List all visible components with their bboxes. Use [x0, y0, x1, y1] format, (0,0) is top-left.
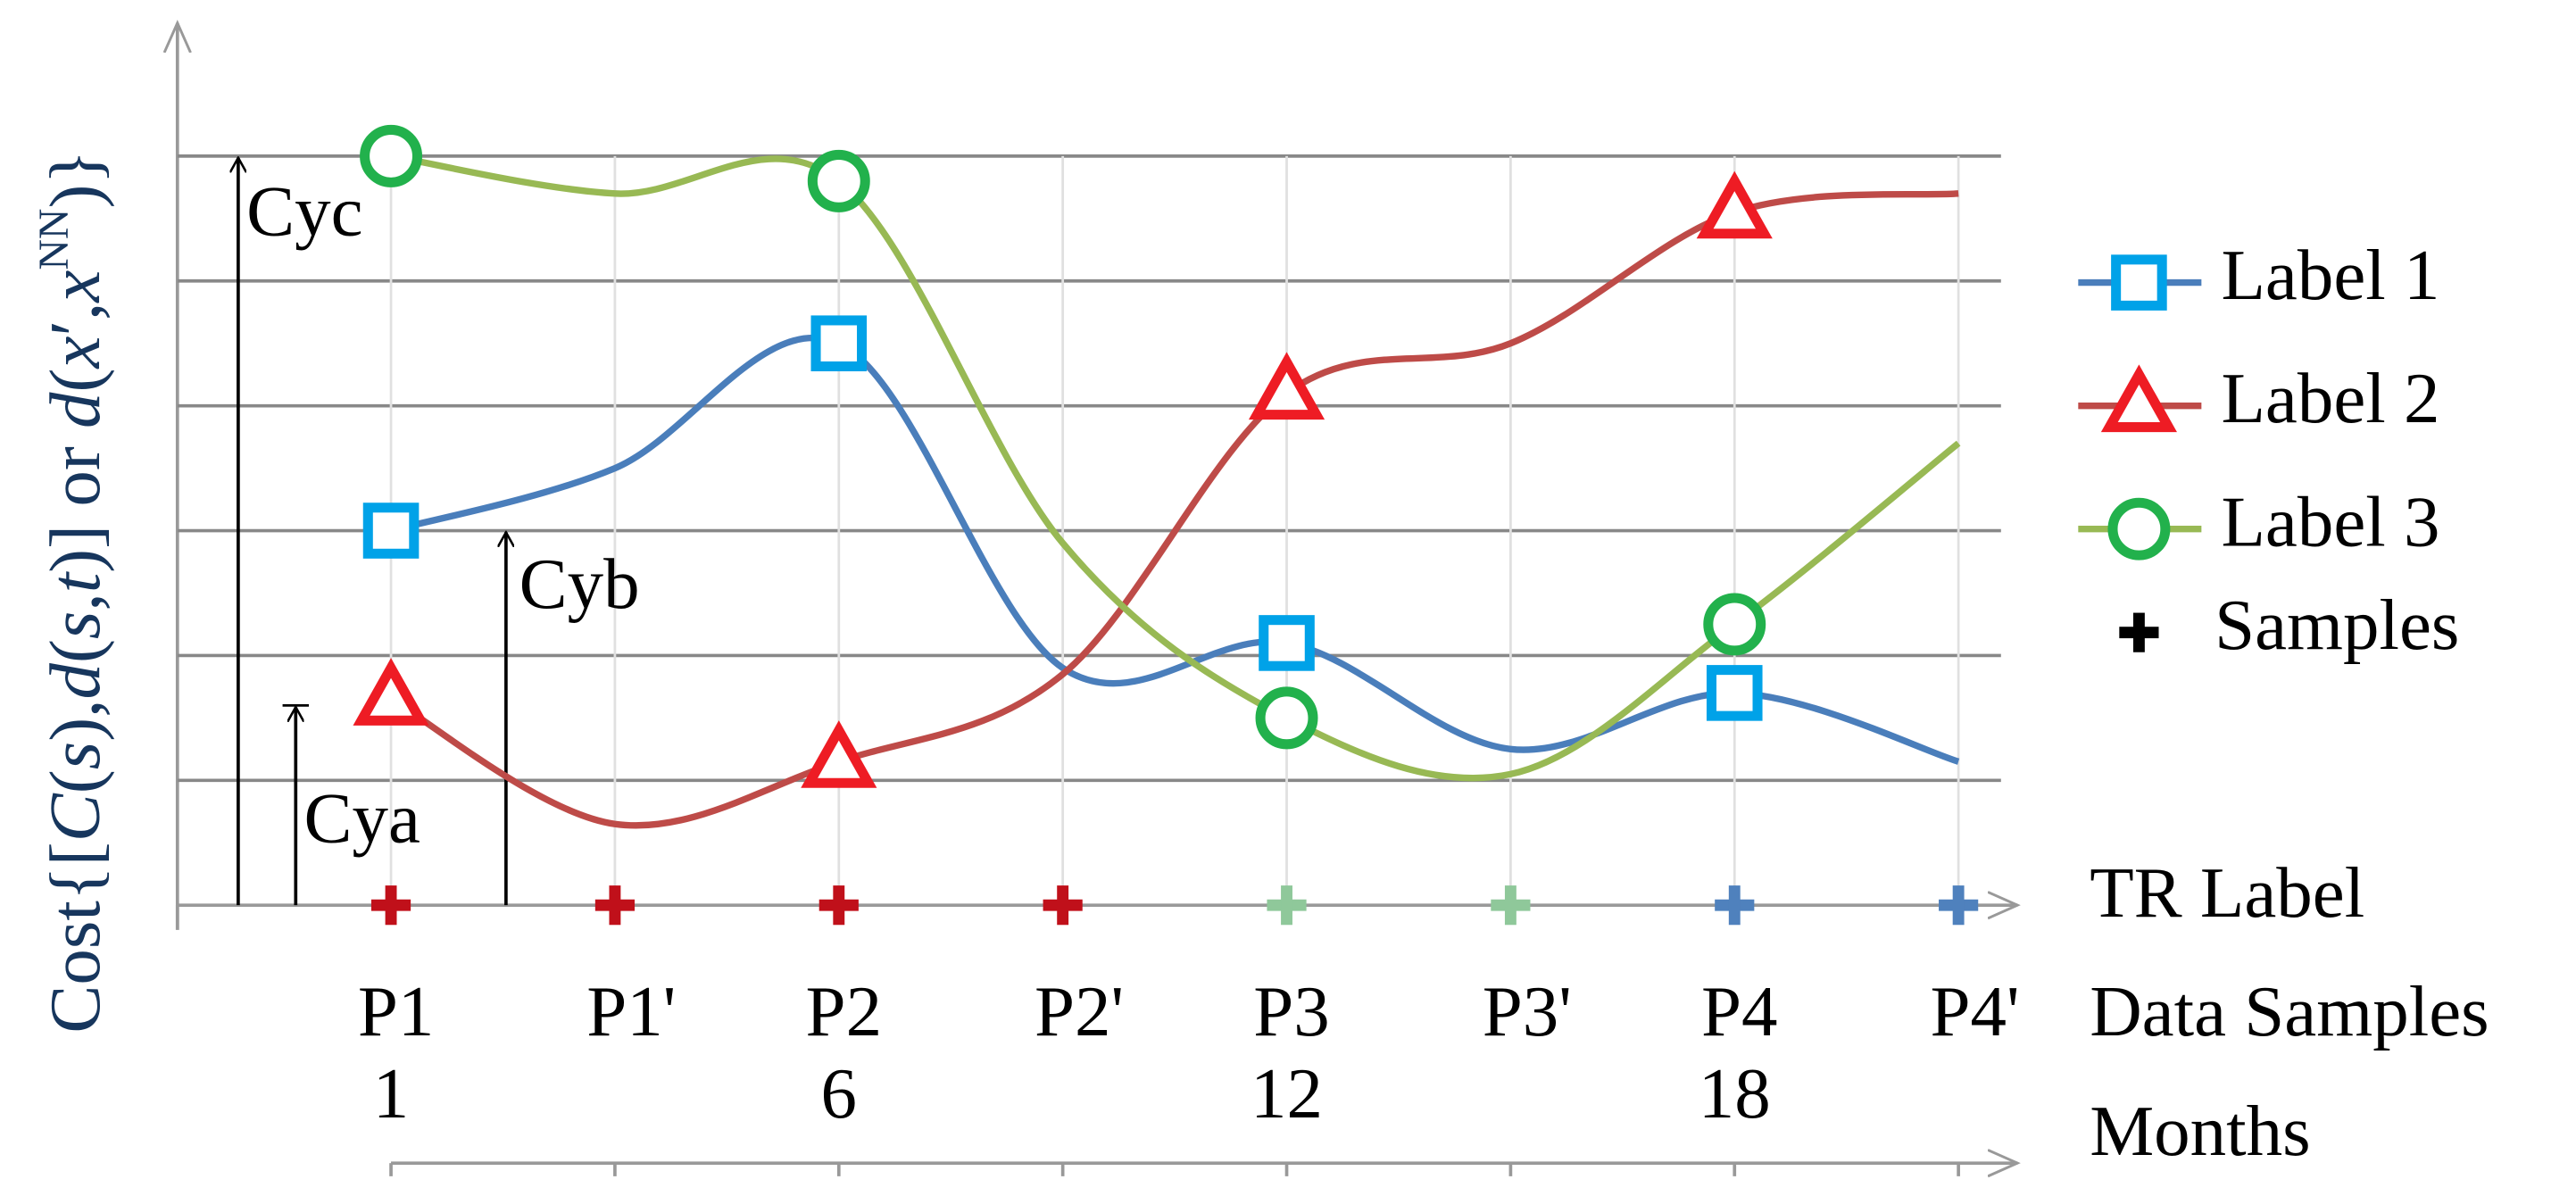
sample-marker	[1952, 885, 1965, 926]
x-tick-label: P3'	[1483, 971, 1572, 1051]
y-label-part: ),	[35, 700, 115, 742]
y-label-part: ,	[35, 593, 115, 610]
x-tick-label: P4'	[1930, 971, 2019, 1051]
x-tick-label: P1'	[586, 971, 676, 1051]
sample-marker	[1504, 885, 1517, 926]
y-label-part: NN	[31, 209, 79, 270]
y-label-part: x	[35, 336, 115, 370]
y-axis-label: Cost{[C(s),d(s,t)] or d(x′,xNN)}	[31, 150, 115, 1034]
y-label-part: d	[35, 663, 115, 700]
y-label-part: ′,	[35, 303, 115, 336]
series-line	[389, 190, 1959, 829]
x-tick-label: P2'	[1035, 971, 1124, 1051]
y-label-part: (	[35, 639, 115, 663]
marker	[1248, 352, 1325, 420]
y-label-part: (	[35, 369, 115, 393]
y-label-part: s	[35, 742, 115, 770]
row-label: Data Samples	[2090, 971, 2489, 1051]
sample-marker	[1728, 885, 1741, 926]
y-label-part: Cost{[	[35, 842, 115, 1033]
month-label: 1	[373, 1053, 409, 1134]
y-label-part: C	[35, 793, 115, 842]
month-label: 18	[1699, 1053, 1771, 1134]
legend-sample-marker	[2132, 612, 2145, 652]
marker	[810, 315, 868, 372]
marker	[1703, 593, 1766, 656]
annotation-label: Cyc	[246, 170, 362, 251]
marker	[1696, 170, 1773, 239]
sample-marker	[385, 885, 397, 926]
marker	[360, 124, 423, 187]
row-label: TR Label	[2090, 852, 2364, 933]
legend-label: Label 2	[2221, 358, 2439, 438]
y-label-part: (	[35, 769, 115, 793]
legend-label: Samples	[2215, 585, 2459, 665]
annotation-label: Cya	[304, 777, 420, 858]
x-tick-label: P2	[806, 971, 883, 1051]
y-label-part: x	[35, 270, 115, 303]
y-label-part: )}	[35, 150, 115, 209]
marker	[2111, 254, 2167, 311]
marker	[2107, 497, 2171, 561]
sample-marker	[833, 885, 845, 926]
annotation-label: Cyb	[519, 544, 640, 624]
legend-label: Label 1	[2221, 235, 2439, 315]
marker	[801, 720, 877, 788]
month-label: 6	[821, 1053, 857, 1134]
marker	[1259, 615, 1315, 671]
y-label-part: )] or	[35, 428, 115, 573]
y-label-part: d	[35, 392, 115, 428]
marker	[807, 149, 870, 212]
month-label: 12	[1251, 1053, 1323, 1134]
series-line	[390, 153, 1961, 782]
x-tick-label: P4	[1701, 971, 1778, 1051]
sample-marker	[609, 885, 621, 926]
marker	[1706, 665, 1763, 721]
marker	[353, 658, 429, 726]
sample-marker	[1281, 885, 1292, 926]
x-tick-label: P3	[1253, 971, 1330, 1051]
x-tick-label: P1	[358, 971, 435, 1051]
marker	[2100, 364, 2177, 433]
marker	[1255, 686, 1318, 750]
series-line	[390, 334, 1960, 765]
sample-marker	[1057, 885, 1069, 926]
marker	[362, 502, 420, 559]
row-label: Months	[2090, 1091, 2310, 1171]
y-label-part: t	[35, 570, 115, 593]
y-label-part: s	[35, 611, 115, 640]
legend-label: Label 3	[2221, 481, 2439, 561]
